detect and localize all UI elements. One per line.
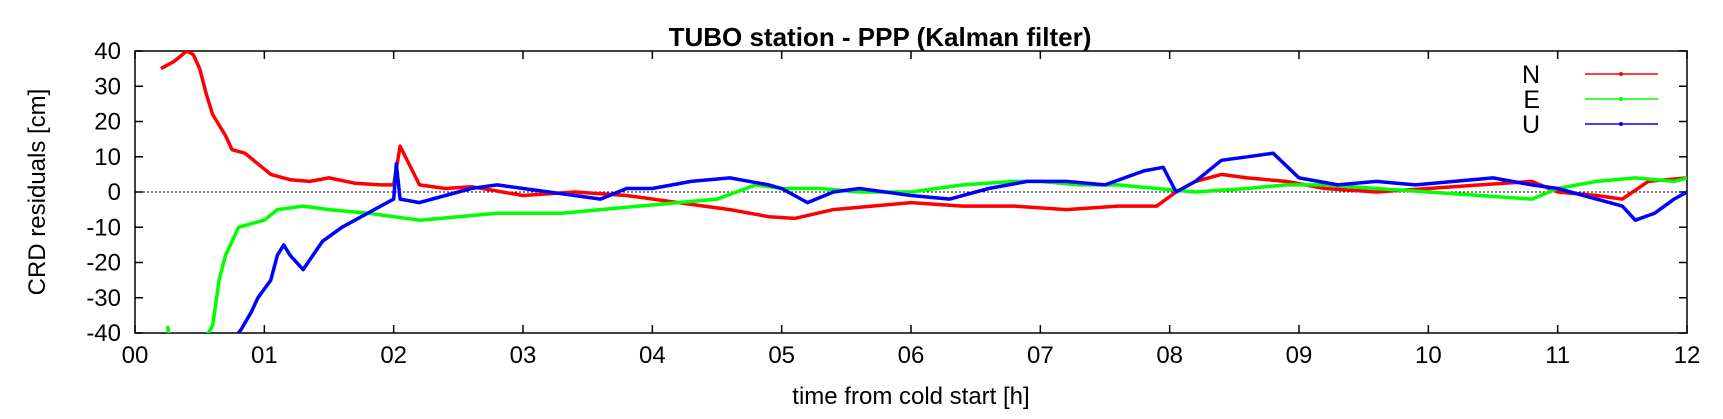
y-tick-label: 20: [94, 109, 121, 136]
y-tick-label: -40: [86, 320, 121, 347]
x-tick-label: 02: [380, 342, 407, 369]
chart-title: TUBO station - PPP (Kalman filter): [669, 22, 1092, 52]
y-tick-label: -10: [86, 214, 121, 241]
legend-marker: [1619, 122, 1623, 126]
legend-label: N: [1522, 61, 1540, 89]
y-axis: 40 30 20 10 0 -10 -20 -30 -40: [86, 38, 1687, 347]
legend-label: U: [1522, 111, 1540, 139]
x-tick-label: 05: [768, 342, 795, 369]
x-tick-label: 07: [1027, 342, 1054, 369]
y-tick-label: -30: [86, 285, 121, 312]
x-tick-label: 06: [898, 342, 925, 369]
y-tick-label: 30: [94, 73, 121, 100]
x-tick-label: 12: [1674, 342, 1701, 369]
x-tick-label: 03: [510, 342, 537, 369]
series-line-u: [236, 151, 1687, 333]
x-tick-label: 01: [251, 342, 278, 369]
y-tick-label: 10: [94, 144, 121, 171]
y-tick-label: 0: [108, 179, 121, 206]
series-layer: [160, 51, 1687, 333]
y-axis-label: CRD residuals [cm]: [24, 89, 51, 296]
x-tick-label: 11: [1545, 342, 1570, 369]
x-tick-label: 10: [1415, 342, 1442, 369]
x-tick-label: 04: [639, 342, 666, 369]
series-line-n: [160, 51, 1687, 221]
x-axis-label: time from cold start [h]: [792, 383, 1029, 410]
y-tick-label: -20: [86, 250, 121, 277]
legend: NEU: [1522, 61, 1658, 139]
y-tick-label: 40: [94, 38, 121, 65]
series-line-e: [165, 176, 1687, 333]
x-axis: 00 01 02 03 04 05 06 07 08 09 10 11 12: [122, 51, 1701, 369]
legend-marker: [1619, 97, 1623, 101]
legend-label: E: [1523, 86, 1540, 114]
x-tick-label: 08: [1156, 342, 1183, 369]
legend-marker: [1619, 72, 1623, 76]
x-tick-label: 00: [122, 342, 149, 369]
x-tick-label: 09: [1286, 342, 1313, 369]
